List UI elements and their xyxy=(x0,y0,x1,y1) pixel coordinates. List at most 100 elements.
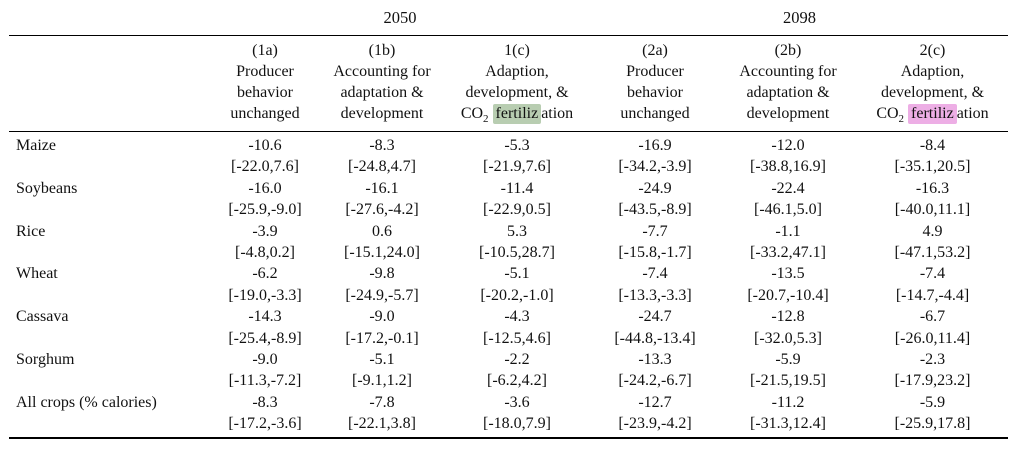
interval-cell: [-38.8,16.9] xyxy=(750,158,826,176)
table-row-maize: Maize -10.6 [-22.0,7.6] -8.3 [-24.8,4.7] -… xyxy=(9,132,1008,178)
interval-cell: [-22.0,7.6] xyxy=(231,158,299,176)
column-header-1a: (1a) Producer behavior unchanged xyxy=(209,35,321,132)
value-cell: -5.1 xyxy=(504,265,530,283)
value-cell: -24.7 xyxy=(638,308,672,326)
crop-yield-results-table: 2050 2098 (1a) Producer behavior unchang… xyxy=(9,5,1008,439)
interval-cell: [-22.1,3.8] xyxy=(348,415,416,433)
interval-cell: [-33.2,47.1] xyxy=(750,244,826,262)
value-cell: -12.0 xyxy=(771,137,805,154)
table-row-all-crops: All crops (% calories) -8.3 [-17.2,-3.6] … xyxy=(9,391,1008,439)
interval-cell: [-15.8,-1.7] xyxy=(618,244,692,262)
table-row-soybeans: Soybeans -16.0 [-25.9,-9.0] -16.1 [-27.6,-… xyxy=(9,178,1008,221)
value-cell: -11.2 xyxy=(771,393,805,411)
value-cell: -16.1 xyxy=(365,179,399,197)
value-cell: -16.0 xyxy=(248,179,282,197)
year-group-2098: 2098 xyxy=(591,5,1008,36)
interval-cell: [-46.1,5.0] xyxy=(754,201,822,219)
co2-fertilization-line: CO2 fertiliz ation xyxy=(460,104,574,126)
year-group-row: 2050 2098 xyxy=(9,5,1008,36)
interval-cell: [-9.1,1.2] xyxy=(352,372,412,390)
value-cell: -1.1 xyxy=(775,222,801,240)
value-cell: -9.0 xyxy=(369,308,395,326)
crop-label: Rice xyxy=(16,222,46,240)
crop-label: Soybeans xyxy=(16,179,78,197)
crop-label: Wheat xyxy=(16,265,58,283)
value-cell: -13.5 xyxy=(771,265,805,283)
interval-cell: [-25.4,-8.9] xyxy=(228,329,302,347)
interval-cell: [-20.2,-1.0] xyxy=(480,286,554,304)
interval-cell: [-31.3,12.4] xyxy=(750,415,826,433)
value-cell: -9.0 xyxy=(252,351,278,369)
value-cell: -6.2 xyxy=(252,265,278,283)
value-cell: -9.8 xyxy=(369,265,395,283)
value-cell: -13.3 xyxy=(638,351,672,369)
column-header-1c: 1(c) Adaption, development, & CO2 fertil… xyxy=(443,35,591,132)
value-cell: -24.9 xyxy=(638,179,672,197)
interval-cell: [-10.5,28.7] xyxy=(479,244,555,262)
interval-cell: [-23.9,-4.2] xyxy=(618,415,692,433)
interval-cell: [-26.0,11.4] xyxy=(894,329,971,347)
value-cell: -12.8 xyxy=(771,308,805,326)
value-cell: -8.3 xyxy=(252,393,278,411)
interval-cell: [-21.9,7.6] xyxy=(483,158,551,176)
value-cell: -12.7 xyxy=(638,393,672,411)
interval-cell: [-47.1,53.2] xyxy=(894,244,971,262)
interval-cell: [-43.5,-8.9] xyxy=(618,201,692,219)
value-cell: 5.3 xyxy=(507,222,527,240)
value-cell: -7.4 xyxy=(642,265,668,283)
value-cell: 4.9 xyxy=(922,222,943,240)
value-cell: -10.6 xyxy=(248,137,282,154)
column-header-2a: (2a) Producer behavior unchanged xyxy=(591,35,719,132)
value-cell: -16.3 xyxy=(915,179,950,197)
column-id: 2(c) xyxy=(919,42,946,59)
interval-cell: [-25.9,-9.0] xyxy=(228,201,302,219)
interval-cell: [-18.0,7.9] xyxy=(483,415,551,433)
interval-cell: [-17.2,-0.1] xyxy=(345,329,419,347)
column-header-1b: (1b) Accounting for adaptation & develop… xyxy=(321,35,443,132)
crop-label: All crops (% calories) xyxy=(9,391,209,439)
column-header-2c: 2(c) Adaption, development, & CO2 fertil… xyxy=(857,35,1008,132)
column-id: (2a) xyxy=(642,42,668,59)
value-cell: -2.2 xyxy=(504,351,530,369)
interval-cell: [-4.8,0.2] xyxy=(235,244,295,262)
column-id: (1a) xyxy=(252,42,278,59)
column-id: (1b) xyxy=(368,42,396,59)
interval-cell: [-19.0,-3.3] xyxy=(228,286,302,304)
value-cell: -7.4 xyxy=(919,265,946,283)
interval-cell: [-34.2,-3.9] xyxy=(618,158,692,176)
value-cell: -14.3 xyxy=(248,308,282,326)
value-cell: -8.3 xyxy=(369,137,395,154)
value-cell: -6.7 xyxy=(919,308,946,326)
value-cell: 0.6 xyxy=(372,222,392,240)
value-cell: -11.4 xyxy=(500,179,534,197)
table-row-rice: Rice -3.9 [-4.8,0.2] 0.6 [-15.1,24.0] 5.3 [… xyxy=(9,221,1008,264)
interval-cell: [-12.5,4.6] xyxy=(483,329,551,347)
value-cell: -5.1 xyxy=(369,351,395,369)
interval-cell: [-24.2,-6.7] xyxy=(618,372,692,390)
table-row-wheat: Wheat -6.2 [-19.0,-3.3] -9.8 [-24.9,-5.7] … xyxy=(9,263,1008,306)
interval-cell: [-44.8,-13.4] xyxy=(614,329,696,347)
co2-fertilization-line: CO2 fertiliz ation xyxy=(876,104,989,126)
interval-cell: [-40.0,11.1] xyxy=(894,201,971,219)
crop-label: Cassava xyxy=(16,308,69,326)
value-cell: -4.3 xyxy=(504,308,530,326)
value-cell: -7.8 xyxy=(369,393,395,411)
interval-cell: [-35.1,20.5] xyxy=(894,158,971,176)
value-cell: -5.9 xyxy=(775,351,801,369)
interval-cell: [-22.9,0.5] xyxy=(483,201,551,219)
crop-label: Maize xyxy=(16,137,56,154)
interval-cell: [-25.9,17.8] xyxy=(894,415,971,433)
header-spacer xyxy=(9,35,209,132)
value-cell: -5.3 xyxy=(504,137,530,154)
interval-cell: [-24.8,4.7] xyxy=(348,158,416,176)
paper-table-figure: 2050 2098 (1a) Producer behavior unchang… xyxy=(9,5,1008,439)
interval-cell: [-17.2,-3.6] xyxy=(228,415,302,433)
column-header-row: (1a) Producer behavior unchanged (1b) Ac… xyxy=(9,35,1008,132)
column-id: (2b) xyxy=(774,42,802,59)
table-row-sorghum: Sorghum -9.0 [-11.3,-7.2] -5.1 [-9.1,1.2] … xyxy=(9,349,1008,392)
interval-cell: [-21.5,19.5] xyxy=(750,372,826,390)
interval-cell: [-6.2,4.2] xyxy=(487,372,547,390)
value-cell: -16.9 xyxy=(638,137,672,154)
column-id: 1(c) xyxy=(504,42,530,59)
interval-cell: [-15.1,24.0] xyxy=(344,244,420,262)
